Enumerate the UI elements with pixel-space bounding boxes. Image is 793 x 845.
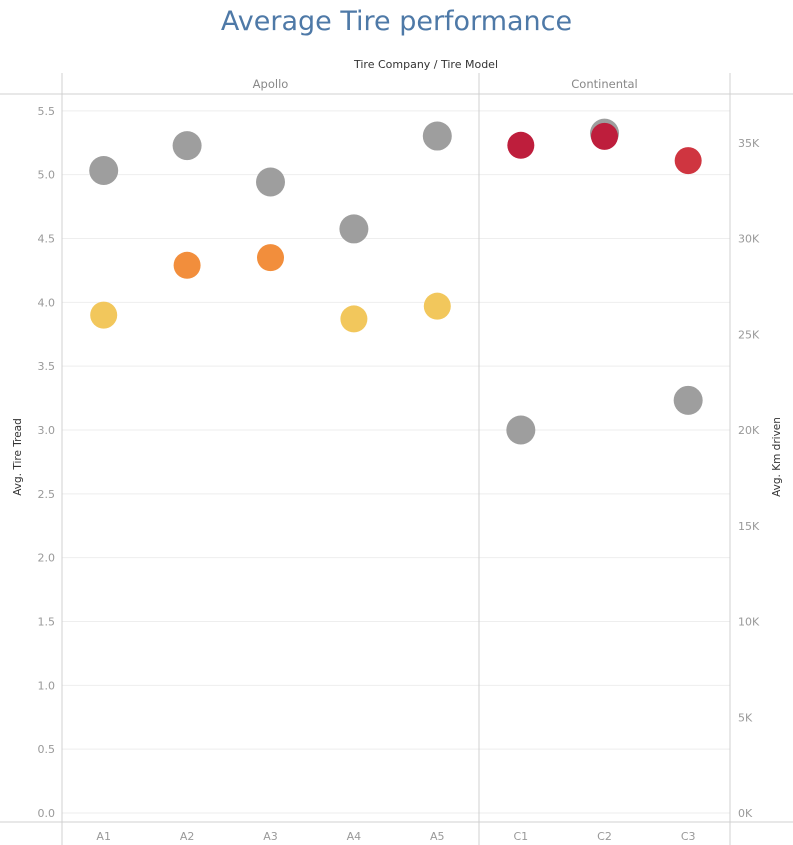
left-tick-label: 5.0	[38, 169, 56, 182]
tread-point-a4	[340, 305, 368, 333]
tread-point-a5	[423, 292, 451, 320]
right-tick-label: 10K	[738, 616, 760, 629]
left-tick-label: 0.0	[38, 807, 56, 820]
left-tick-label: 4.5	[38, 233, 56, 246]
column-header: Tire Company / Tire Model	[353, 58, 498, 71]
right-tick-label: 0K	[738, 807, 753, 820]
right-tick-label: 30K	[738, 233, 760, 246]
x-tick-label: A3	[263, 830, 278, 843]
left-tick-label: 0.5	[38, 743, 56, 756]
x-tick-label: C2	[597, 830, 612, 843]
right-tick-label: 35K	[738, 137, 760, 150]
right-tick-label: 5K	[738, 711, 753, 724]
tread-point-c1	[507, 131, 535, 159]
x-tick-label: A4	[347, 830, 362, 843]
chart-title: Average Tire performance	[220, 6, 573, 37]
left-tick-label: 2.0	[38, 552, 56, 565]
km-point-c3	[673, 385, 703, 415]
left-tick-label: 5.5	[38, 105, 56, 118]
left-tick-label: 1.0	[38, 679, 56, 692]
km-point-a5	[422, 121, 452, 151]
right-tick-label: 20K	[738, 424, 760, 437]
km-point-a1	[89, 156, 119, 186]
right-tick-label: 25K	[738, 328, 760, 341]
tread-point-c2	[591, 122, 618, 150]
left-axis-title: Avg. Tire Tread	[12, 418, 24, 496]
x-tick-label: C1	[513, 830, 528, 843]
right-tick-label: 15K	[738, 520, 760, 533]
x-tick-label: A5	[430, 830, 445, 843]
pane-label-continental: Continental	[571, 77, 637, 91]
tread-point-a1	[90, 301, 118, 329]
tread-point-c3	[674, 147, 702, 175]
left-tick-label: 3.0	[38, 424, 56, 437]
left-tick-label: 4.0	[38, 296, 56, 309]
tread-point-a3	[257, 244, 284, 272]
x-tick-label: C3	[681, 830, 696, 843]
left-tick-label: 2.5	[38, 488, 56, 501]
tread-point-a2	[173, 251, 201, 279]
x-tick-label: A1	[96, 830, 111, 843]
km-point-c1	[506, 415, 536, 445]
left-tick-label: 1.5	[38, 616, 56, 629]
x-tick-label: A2	[180, 830, 195, 843]
pane-label-apollo: Apollo	[253, 77, 289, 91]
km-point-a2	[172, 131, 202, 161]
km-point-a3	[256, 167, 285, 197]
right-axis-title: Avg. Km driven	[771, 417, 783, 497]
km-point-a4	[339, 214, 369, 244]
left-tick-label: 3.5	[38, 360, 56, 373]
